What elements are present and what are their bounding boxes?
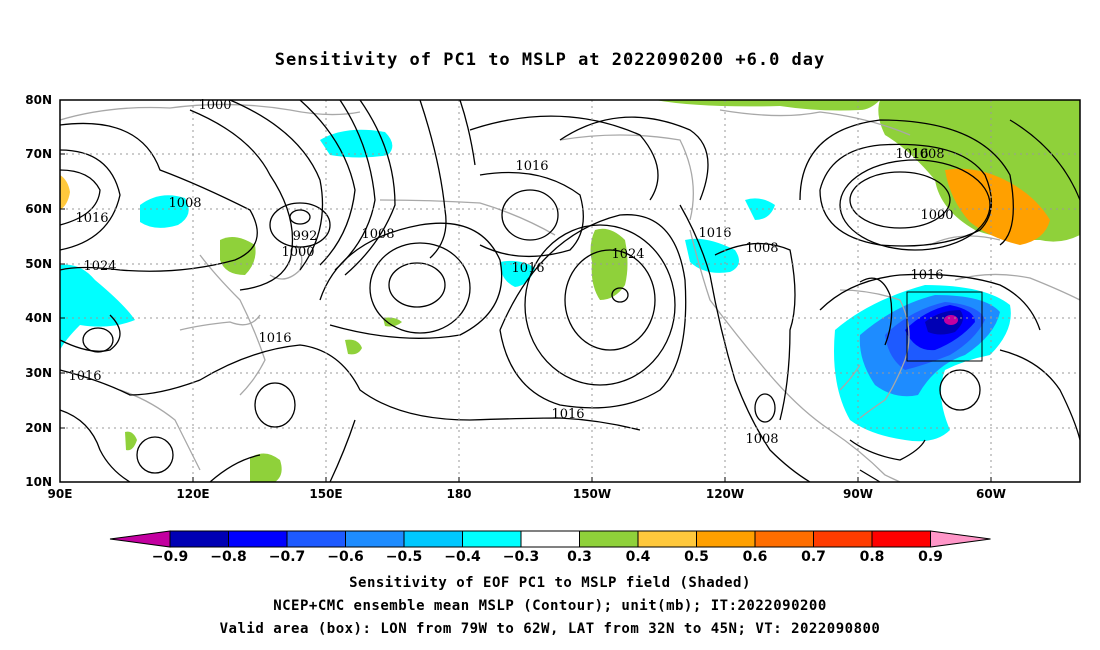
colorbar-cell	[754, 530, 814, 548]
lat-labels: 80N 70N 60N 50N 40N 30N 20N 10N	[25, 93, 52, 489]
contour-label: 1024	[83, 259, 116, 274]
shade-cyan-6	[745, 198, 775, 220]
colorbar-tick-label: −0.7	[269, 549, 306, 565]
contour-label: 992	[293, 229, 318, 244]
lat-label-10n: 10N	[25, 475, 52, 489]
map-title: Sensitivity of PC1 to MSLP at 2022090200…	[274, 50, 826, 70]
lat-label-30n: 30N	[25, 366, 52, 380]
colorbar-tick-label: −0.3	[503, 549, 540, 565]
mslp-contours	[59, 99, 1081, 483]
shade-green-5	[383, 317, 402, 327]
contour-label: 1024	[611, 247, 644, 262]
colorbar-tick-label: −0.8	[210, 549, 247, 565]
colorbar-cell	[813, 530, 873, 548]
colorbar-tick-label: −0.9	[152, 549, 189, 565]
colorbar-tick-label: −0.4	[444, 549, 481, 565]
colorbar-tick-label: 0.8	[860, 549, 885, 565]
shade-yellow-w	[60, 175, 70, 210]
contour-label: 1016	[910, 268, 943, 283]
lat-label-40n: 40N	[25, 311, 52, 325]
colorbar-tick-label: 0.7	[801, 549, 826, 565]
contour-label: 1008	[168, 196, 201, 211]
colorbar-arrow-right	[930, 530, 991, 548]
colorbar-cell	[169, 530, 229, 548]
contour-label: 1016	[75, 211, 108, 226]
shade-green-6	[250, 453, 282, 482]
shaded-sensitivity	[60, 100, 1080, 482]
colorbar-tick-label: −0.5	[386, 549, 423, 565]
shade-orange-ne	[945, 168, 1050, 245]
caption-line-3: Valid area (box): LON from 79W to 62W, L…	[219, 621, 881, 637]
lon-label-150e: 150E	[309, 487, 342, 501]
shade-green-4	[345, 339, 362, 355]
contour-label: 1008	[361, 227, 394, 242]
contour-label: 1000	[198, 98, 231, 113]
colorbar-cell	[345, 530, 405, 548]
colorbar-cell	[403, 530, 463, 548]
lon-label-150w: 150W	[573, 487, 611, 501]
colorbar-cell	[696, 530, 756, 548]
tick-marks	[60, 99, 992, 482]
contour-label: 1016	[258, 331, 291, 346]
colorbar-cell	[871, 530, 931, 548]
valid-area-box	[906, 291, 983, 362]
shade-green-7	[125, 431, 137, 451]
colorbar-arrow-left	[109, 530, 171, 548]
lat-label-80n: 80N	[25, 93, 52, 107]
contour-label: 1008	[745, 432, 778, 447]
lon-label-60w: 60W	[976, 487, 1006, 501]
colorbar-tick-label: −0.6	[327, 549, 364, 565]
colorbar-cell	[520, 530, 580, 548]
shade-cyan-3	[60, 264, 135, 350]
colorbar-tick-label: 0.6	[743, 549, 768, 565]
lon-label-90w: 90W	[843, 487, 873, 501]
contour-label: 1016	[551, 407, 584, 422]
contour-label: 1016	[515, 159, 548, 174]
colorbar-tick-label: 0.4	[626, 549, 651, 565]
lon-label-90e: 90E	[48, 487, 73, 501]
lon-label-120e: 120E	[176, 487, 209, 501]
shade-cyan-4	[500, 260, 535, 287]
shade-green-top	[655, 100, 880, 111]
lat-label-60n: 60N	[25, 202, 52, 216]
colorbar-cell	[637, 530, 697, 548]
lat-label-50n: 50N	[25, 257, 52, 271]
colorbar-tick-label: 0.3	[567, 549, 592, 565]
lon-labels: 90E 120E 150E 180 150W 120W 90W 60W	[48, 487, 1006, 501]
lon-label-120w: 120W	[706, 487, 744, 501]
colorbar-cell	[286, 530, 346, 548]
contour-label: 1008	[745, 241, 778, 256]
contour-label: 1016	[68, 369, 101, 384]
colorbar-labels: −0.9 −0.8 −0.7 −0.6 −0.5 −0.4 −0.3 0.3 0.4 0.5 0.6…	[152, 549, 943, 565]
lat-label-70n: 70N	[25, 147, 52, 161]
gridlines	[60, 100, 1080, 482]
caption-line-2: NCEP+CMC ensemble mean MSLP (Contour); u…	[273, 598, 827, 614]
contour-label: 1016	[698, 226, 731, 241]
map-frame	[59, 99, 1081, 483]
shade-green-3	[220, 236, 256, 275]
caption-line-1: Sensitivity of EOF PC1 to MSLP field (Sh…	[349, 575, 751, 591]
colorbar-tick-label: 0.9	[918, 549, 943, 565]
colorbar-cell	[462, 530, 522, 548]
colorbar-cell	[228, 530, 288, 548]
colorbar-cell	[579, 530, 639, 548]
contour-labels: 1000 1008 1016 1024 992 1000 1008 1016 1…	[68, 98, 953, 447]
lon-label-180: 180	[446, 487, 471, 501]
contour-label: 1008	[911, 147, 944, 162]
contour-label: 1016	[511, 261, 544, 276]
contour-label: 1000	[281, 245, 314, 260]
colorbar-tick-label: 0.5	[684, 549, 709, 565]
colorbar-cells	[109, 530, 991, 548]
contour-label: 1000	[920, 208, 953, 223]
shade-cyan-1	[320, 129, 393, 158]
shade-cyan-2	[140, 195, 189, 228]
lat-label-20n: 20N	[25, 421, 52, 435]
shade-green-2	[590, 228, 628, 300]
